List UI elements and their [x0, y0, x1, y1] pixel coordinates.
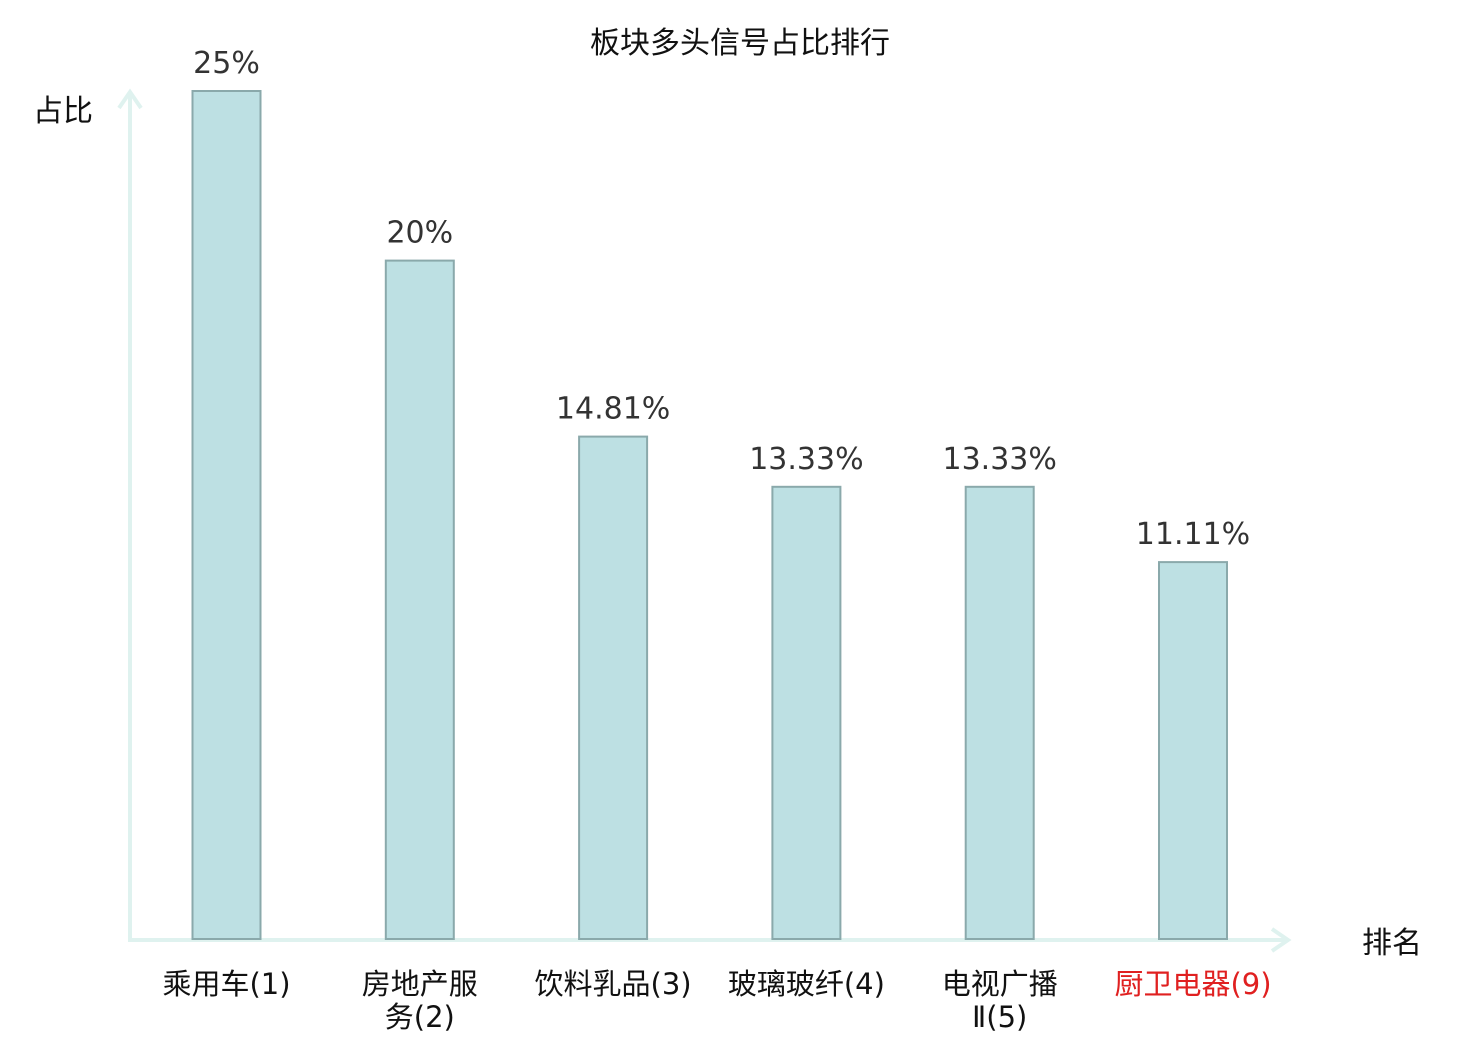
- category-label-line: 务(2): [385, 1000, 455, 1034]
- bars: 25% 乘用车(1) 20% 房地产服务(2) 14.81% 饮料乳品(3) 13.33% 玻…: [162, 46, 1271, 1034]
- x-axis-label: 排名: [1362, 926, 1422, 961]
- category-label-line: 饮料乳品(3): [535, 967, 692, 1001]
- bar-6: [1158, 561, 1228, 940]
- category-label-line: 电视广播: [942, 967, 1058, 1001]
- value-label-6: 11.11%: [1136, 517, 1250, 552]
- bar-1: [191, 90, 262, 940]
- bar-4: [771, 485, 842, 940]
- category-label-2: 房地产服务(2): [362, 967, 478, 1034]
- value-label-1: 25%: [193, 46, 260, 81]
- category-label-6: 厨卫电器(9): [1114, 967, 1271, 1001]
- value-label-2: 20%: [386, 216, 453, 251]
- category-label-line: Ⅱ(5): [972, 1000, 1027, 1034]
- y-axis-label: 占比: [33, 94, 93, 129]
- category-label-1: 乘用车(1): [162, 967, 290, 1001]
- y-axis-arrow: [117, 88, 143, 110]
- chart-title: 板块多头信号占比排行: [590, 26, 890, 61]
- x-axis-arrow: [1270, 927, 1292, 953]
- category-label-line: 厨卫电器(9): [1114, 967, 1271, 1001]
- x-axis: [128, 927, 1292, 953]
- category-label-line: 乘用车(1): [162, 967, 290, 1001]
- bar-3: [578, 435, 649, 940]
- category-label-line: 房地产服: [362, 967, 478, 1001]
- value-label-4: 13.33%: [749, 442, 863, 477]
- category-label-5: 电视广播 Ⅱ(5): [942, 967, 1058, 1034]
- bar-5: [964, 485, 1035, 940]
- bar-2: [384, 259, 455, 941]
- category-label-line: 玻璃玻纤(4): [728, 967, 885, 1001]
- category-label-3: 饮料乳品(3): [535, 967, 692, 1001]
- y-axis: [117, 88, 143, 942]
- value-label-3: 14.81%: [556, 392, 670, 427]
- category-label-4: 玻璃玻纤(4): [728, 967, 885, 1001]
- value-label-5: 13.33%: [943, 442, 1057, 477]
